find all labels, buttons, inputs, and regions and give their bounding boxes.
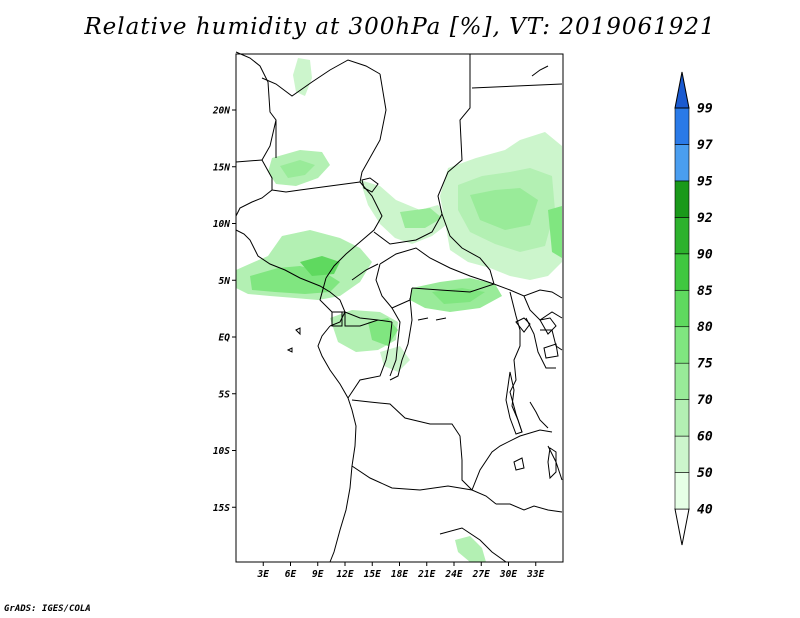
lon-tick-label: 12E (336, 569, 353, 580)
lat-tick-label: 5N (219, 276, 231, 287)
country-borders (235, 51, 563, 563)
colorbar-label: 40 (697, 503, 713, 518)
colorbar-label: 60 (697, 430, 713, 445)
colorbar-label: 50 (697, 466, 713, 481)
colorbar-min-arrow (674, 508, 690, 546)
lat-tick-label: 10S (213, 446, 230, 457)
lat-tick-label: 20N (212, 106, 230, 117)
lon-tick-label: 33E (526, 569, 544, 580)
lon-tick-label: 21E (417, 569, 435, 580)
colorbar-segment (674, 362, 690, 400)
lat-tick-label: 10N (213, 219, 230, 230)
colorbar-segment (674, 217, 690, 255)
grads-credit: GrADS: IGES/COLA (4, 604, 91, 614)
colorbar-segment (674, 144, 690, 182)
colorbar-label: 92 (697, 211, 713, 226)
colorbar-segment (674, 399, 690, 437)
lon-tick-label: 15E (364, 569, 381, 580)
humidity-shading (236, 58, 562, 562)
lon-tick-label: 3E (257, 569, 270, 580)
lon-tick-label: 6E (285, 569, 297, 580)
colorbar-label: 99 (697, 102, 713, 117)
colorbar-segment (674, 472, 690, 510)
lon-tick-label: 30E (499, 569, 517, 580)
lat-tick-label: 15N (213, 162, 230, 173)
colorbar-label: 85 (697, 284, 713, 299)
colorbar-segment (674, 326, 690, 364)
latitude-axis: 20N 15N 10N 5N EQ 5S 10S 15S (212, 106, 236, 514)
colorbar-segment (674, 107, 690, 145)
lat-tick-label: EQ (219, 333, 231, 344)
longitude-axis: 3E 6E 9E 12E 15E 18E 21E 24E 27E 30E 33E (257, 562, 545, 580)
colorbar-segment (674, 435, 690, 473)
colorbar-segment (674, 289, 690, 328)
colorbar-segment (674, 180, 690, 218)
colorbar-label: 97 (697, 138, 713, 153)
lat-tick-label: 5S (219, 389, 231, 400)
lon-tick-label: 9E (312, 569, 324, 580)
lakes (286, 177, 559, 480)
lon-tick-label: 24E (444, 569, 462, 580)
colorbar: 40 50 60 70 75 80 85 90 92 95 97 99 (674, 71, 713, 546)
colorbar-label: 70 (697, 393, 713, 408)
colorbar-label: 90 (697, 247, 713, 262)
lon-tick-label: 27E (472, 569, 490, 580)
map-title: Relative humidity at 300hPa [%], VT: 201… (84, 14, 716, 40)
lat-tick-label: 15S (213, 503, 230, 514)
colorbar-label: 75 (697, 357, 713, 372)
colorbar-max-arrow (674, 71, 690, 109)
colorbar-label: 95 (697, 174, 713, 189)
colorbar-segment (674, 253, 690, 291)
lon-tick-label: 18E (391, 569, 408, 580)
colorbar-label: 80 (697, 320, 713, 335)
